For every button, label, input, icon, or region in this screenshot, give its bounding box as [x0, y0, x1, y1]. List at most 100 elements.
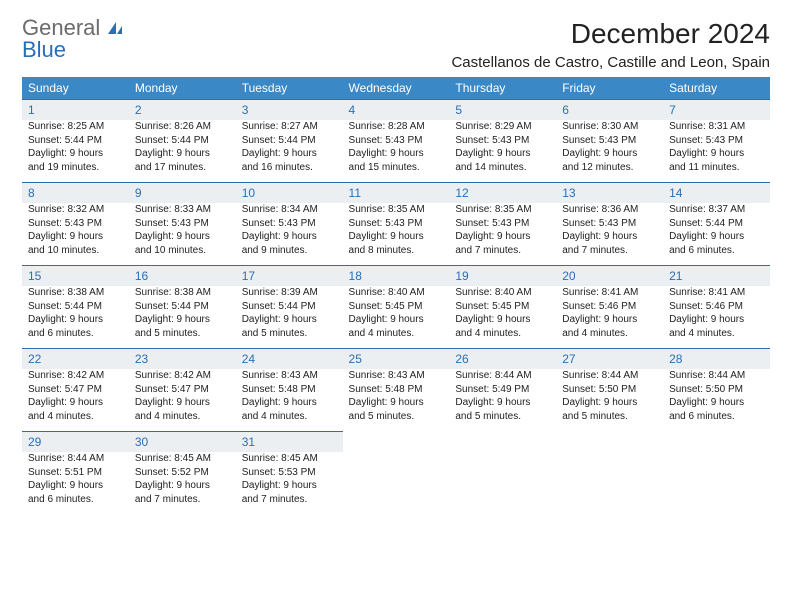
day-cell: Sunrise: 8:44 AMSunset: 5:50 PMDaylight:…: [663, 369, 770, 432]
day-number: 16: [129, 266, 236, 287]
day-cell: Sunrise: 8:34 AMSunset: 5:43 PMDaylight:…: [236, 203, 343, 266]
day-number: 26: [449, 349, 556, 370]
day-cell: Sunrise: 8:44 AMSunset: 5:51 PMDaylight:…: [22, 452, 129, 514]
daylight-text-1: Daylight: 9 hours: [242, 479, 337, 493]
day-cell: Sunrise: 8:40 AMSunset: 5:45 PMDaylight:…: [449, 286, 556, 349]
day-number: 9: [129, 183, 236, 204]
day-cell: Sunrise: 8:38 AMSunset: 5:44 PMDaylight:…: [129, 286, 236, 349]
sunset-text: Sunset: 5:52 PM: [135, 466, 230, 480]
sunset-text: Sunset: 5:43 PM: [562, 134, 657, 148]
week-daynum-row: 293031: [22, 432, 770, 453]
sunset-text: Sunset: 5:44 PM: [242, 300, 337, 314]
sunset-text: Sunset: 5:46 PM: [669, 300, 764, 314]
sunset-text: Sunset: 5:47 PM: [28, 383, 123, 397]
sunrise-text: Sunrise: 8:45 AM: [242, 452, 337, 466]
day-number: 18: [343, 266, 450, 287]
sunrise-text: Sunrise: 8:44 AM: [28, 452, 123, 466]
daylight-text-2: and 7 minutes.: [455, 244, 550, 258]
daylight-text-2: and 4 minutes.: [135, 410, 230, 424]
day-number: 10: [236, 183, 343, 204]
sunrise-text: Sunrise: 8:33 AM: [135, 203, 230, 217]
week-daynum-row: 15161718192021: [22, 266, 770, 287]
daylight-text-2: and 17 minutes.: [135, 161, 230, 175]
sunrise-text: Sunrise: 8:31 AM: [669, 120, 764, 134]
daylight-text-2: and 5 minutes.: [349, 410, 444, 424]
daylight-text-2: and 4 minutes.: [349, 327, 444, 341]
day-number: 30: [129, 432, 236, 453]
day-number: 31: [236, 432, 343, 453]
sunset-text: Sunset: 5:43 PM: [349, 134, 444, 148]
daylight-text-2: and 15 minutes.: [349, 161, 444, 175]
daylight-text-2: and 10 minutes.: [28, 244, 123, 258]
empty-cell: [556, 452, 663, 514]
daylight-text-2: and 4 minutes.: [28, 410, 123, 424]
day-cell: Sunrise: 8:45 AMSunset: 5:53 PMDaylight:…: [236, 452, 343, 514]
sunrise-text: Sunrise: 8:32 AM: [28, 203, 123, 217]
day-number: 17: [236, 266, 343, 287]
sunrise-text: Sunrise: 8:44 AM: [669, 369, 764, 383]
day-number: 22: [22, 349, 129, 370]
daylight-text-1: Daylight: 9 hours: [669, 147, 764, 161]
sunset-text: Sunset: 5:44 PM: [242, 134, 337, 148]
daylight-text-2: and 5 minutes.: [455, 410, 550, 424]
sunrise-text: Sunrise: 8:30 AM: [562, 120, 657, 134]
day-cell: Sunrise: 8:38 AMSunset: 5:44 PMDaylight:…: [22, 286, 129, 349]
sunset-text: Sunset: 5:43 PM: [242, 217, 337, 231]
daylight-text-2: and 5 minutes.: [562, 410, 657, 424]
day-number: 1: [22, 100, 129, 121]
daylight-text-1: Daylight: 9 hours: [562, 313, 657, 327]
sunset-text: Sunset: 5:43 PM: [455, 217, 550, 231]
daylight-text-1: Daylight: 9 hours: [135, 396, 230, 410]
sunset-text: Sunset: 5:43 PM: [455, 134, 550, 148]
day-cell: Sunrise: 8:32 AMSunset: 5:43 PMDaylight:…: [22, 203, 129, 266]
day-cell: Sunrise: 8:41 AMSunset: 5:46 PMDaylight:…: [556, 286, 663, 349]
sunset-text: Sunset: 5:44 PM: [28, 134, 123, 148]
page-title: December 2024: [451, 18, 770, 50]
sunrise-text: Sunrise: 8:25 AM: [28, 120, 123, 134]
day-cell: Sunrise: 8:31 AMSunset: 5:43 PMDaylight:…: [663, 120, 770, 183]
daylight-text-1: Daylight: 9 hours: [455, 230, 550, 244]
daylight-text-2: and 6 minutes.: [669, 244, 764, 258]
day-cell: Sunrise: 8:35 AMSunset: 5:43 PMDaylight:…: [449, 203, 556, 266]
sunset-text: Sunset: 5:53 PM: [242, 466, 337, 480]
empty-daynum: [663, 432, 770, 453]
sunrise-text: Sunrise: 8:39 AM: [242, 286, 337, 300]
day-cell: Sunrise: 8:42 AMSunset: 5:47 PMDaylight:…: [129, 369, 236, 432]
day-number: 24: [236, 349, 343, 370]
daylight-text-2: and 16 minutes.: [242, 161, 337, 175]
daylight-text-1: Daylight: 9 hours: [242, 396, 337, 410]
sunrise-text: Sunrise: 8:41 AM: [562, 286, 657, 300]
daylight-text-1: Daylight: 9 hours: [669, 230, 764, 244]
sunrise-text: Sunrise: 8:44 AM: [562, 369, 657, 383]
daylight-text-2: and 7 minutes.: [562, 244, 657, 258]
daylight-text-2: and 4 minutes.: [242, 410, 337, 424]
dow-friday: Friday: [556, 77, 663, 100]
day-cell: Sunrise: 8:41 AMSunset: 5:46 PMDaylight:…: [663, 286, 770, 349]
day-cell: Sunrise: 8:42 AMSunset: 5:47 PMDaylight:…: [22, 369, 129, 432]
daylight-text-1: Daylight: 9 hours: [242, 147, 337, 161]
dow-monday: Monday: [129, 77, 236, 100]
day-cell: Sunrise: 8:36 AMSunset: 5:43 PMDaylight:…: [556, 203, 663, 266]
sunset-text: Sunset: 5:45 PM: [455, 300, 550, 314]
day-cell: Sunrise: 8:33 AMSunset: 5:43 PMDaylight:…: [129, 203, 236, 266]
sunrise-text: Sunrise: 8:45 AM: [135, 452, 230, 466]
empty-cell: [663, 452, 770, 514]
week-detail-row: Sunrise: 8:38 AMSunset: 5:44 PMDaylight:…: [22, 286, 770, 349]
day-cell: Sunrise: 8:35 AMSunset: 5:43 PMDaylight:…: [343, 203, 450, 266]
sunset-text: Sunset: 5:43 PM: [562, 217, 657, 231]
daylight-text-1: Daylight: 9 hours: [562, 396, 657, 410]
sunset-text: Sunset: 5:44 PM: [669, 217, 764, 231]
week-detail-row: Sunrise: 8:32 AMSunset: 5:43 PMDaylight:…: [22, 203, 770, 266]
daylight-text-1: Daylight: 9 hours: [455, 313, 550, 327]
day-cell: Sunrise: 8:44 AMSunset: 5:50 PMDaylight:…: [556, 369, 663, 432]
sunset-text: Sunset: 5:48 PM: [349, 383, 444, 397]
sunrise-text: Sunrise: 8:43 AM: [349, 369, 444, 383]
daylight-text-2: and 6 minutes.: [669, 410, 764, 424]
daylight-text-2: and 11 minutes.: [669, 161, 764, 175]
sunrise-text: Sunrise: 8:34 AM: [242, 203, 337, 217]
daylight-text-1: Daylight: 9 hours: [242, 313, 337, 327]
day-number: 14: [663, 183, 770, 204]
daylight-text-2: and 9 minutes.: [242, 244, 337, 258]
day-number: 6: [556, 100, 663, 121]
sunrise-text: Sunrise: 8:42 AM: [28, 369, 123, 383]
